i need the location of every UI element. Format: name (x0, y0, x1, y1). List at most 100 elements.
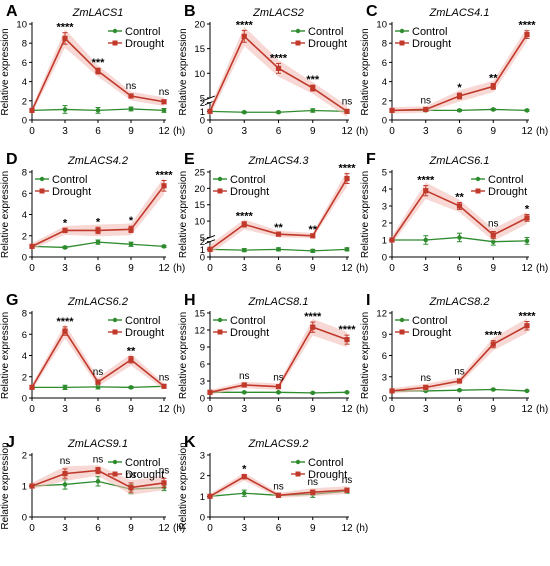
data-point (241, 490, 247, 496)
y-tick-label: 2 (382, 219, 387, 230)
legend-swatch-marker (217, 317, 223, 323)
significance-label: * (129, 215, 134, 227)
x-tick-label: 9 (128, 263, 134, 274)
data-point (344, 175, 350, 182)
data-point (310, 248, 316, 254)
data-point (524, 238, 530, 244)
data-point (207, 389, 213, 395)
legend-label: Control (125, 457, 160, 469)
significance-label: **** (338, 324, 356, 336)
data-point (29, 107, 35, 113)
data-point (29, 384, 35, 390)
series-drought (389, 182, 530, 244)
y-axis-title: Relative expression (0, 171, 11, 258)
y-axis-title: Relative expression (178, 171, 189, 258)
legend-label: Control (230, 174, 265, 186)
data-point (241, 109, 247, 115)
y-axis-title: Relative expression (0, 28, 11, 115)
legend-swatch-marker (112, 40, 118, 46)
y-axis-title: Relative expression (360, 171, 371, 258)
legend-label: Drought (488, 186, 527, 198)
panel-letter: B (184, 3, 196, 20)
y-tick-label: 5 (200, 233, 205, 244)
y-tick-label: 10 (194, 69, 205, 80)
x-tick-label: 3 (241, 523, 247, 534)
x-tick-label: 0 (29, 523, 35, 534)
x-tick-label: 12 (341, 126, 353, 137)
legend-label: Control (412, 26, 447, 38)
data-point (62, 385, 68, 390)
data-point (310, 489, 316, 495)
significance-label: **** (236, 211, 254, 223)
data-point (276, 247, 281, 252)
data-point (62, 35, 68, 41)
y-tick-label: 6 (22, 189, 27, 200)
data-point (62, 482, 68, 487)
data-point (161, 108, 167, 113)
significance-label: ** (308, 224, 317, 236)
x-unit-label: (h) (536, 126, 548, 137)
panel-letter: F (366, 151, 376, 168)
x-tick-label: 3 (423, 404, 429, 415)
y-tick-label: 2 (200, 237, 205, 248)
significance-label: **** (338, 163, 356, 175)
legend-swatch-marker (399, 40, 405, 46)
legend-label: Drought (125, 469, 164, 481)
x-tick-label: 0 (389, 404, 395, 415)
data-point (241, 33, 247, 39)
y-tick-label: 0 (22, 394, 27, 405)
data-point (95, 227, 101, 234)
significance-label: ns (93, 367, 104, 378)
data-point (389, 107, 395, 113)
legend-label: Control (412, 315, 447, 327)
panel-letter: I (366, 292, 370, 309)
series-drought (389, 27, 530, 114)
significance-label: ns (239, 371, 250, 382)
panel-letter: J (6, 434, 15, 451)
data-point (207, 493, 213, 499)
panel-d: D ZmLACS4.2 0 2 4 6 8 0 3 6 9 12 (h) Relative express… (0, 151, 185, 274)
legend-label: Drought (308, 469, 347, 481)
panel-a: A ZmLACS1 0 2 4 6 8 10 0 3 6 9 12 (h) Relative express… (0, 3, 185, 137)
x-tick-label: 9 (128, 523, 134, 534)
x-tick-label: 6 (457, 126, 463, 137)
panel-letter: A (6, 3, 18, 20)
significance-label: * (242, 464, 247, 476)
x-tick-label: 9 (310, 523, 316, 534)
y-tick-label: 20 (194, 184, 205, 195)
significance-label: ns (488, 219, 499, 230)
legend-label: Control (52, 174, 87, 186)
x-tick-label: 9 (310, 404, 316, 415)
y-tick-label: 4 (382, 185, 387, 196)
data-point (128, 106, 134, 112)
y-tick-label: 10 (376, 20, 387, 31)
legend-label: Control (308, 457, 343, 469)
data-point (423, 237, 429, 243)
data-point (161, 183, 167, 189)
data-point (62, 471, 68, 477)
y-tick-label: 15 (194, 200, 205, 211)
series-drought (207, 170, 350, 255)
data-point (310, 324, 316, 330)
significance-label: ns (420, 95, 431, 106)
data-point (241, 474, 247, 480)
series-control (389, 232, 530, 246)
data-point (456, 203, 463, 209)
panel-title: ZmLACS8.1 (248, 296, 309, 308)
x-tick-label: 3 (62, 263, 68, 274)
x-tick-label: 9 (490, 126, 496, 137)
y-tick-label: 6 (22, 58, 27, 69)
data-point (241, 221, 247, 227)
axis-break-gap (206, 97, 214, 103)
data-point (524, 323, 530, 329)
data-point (310, 390, 316, 396)
legend-label: Drought (412, 327, 451, 339)
